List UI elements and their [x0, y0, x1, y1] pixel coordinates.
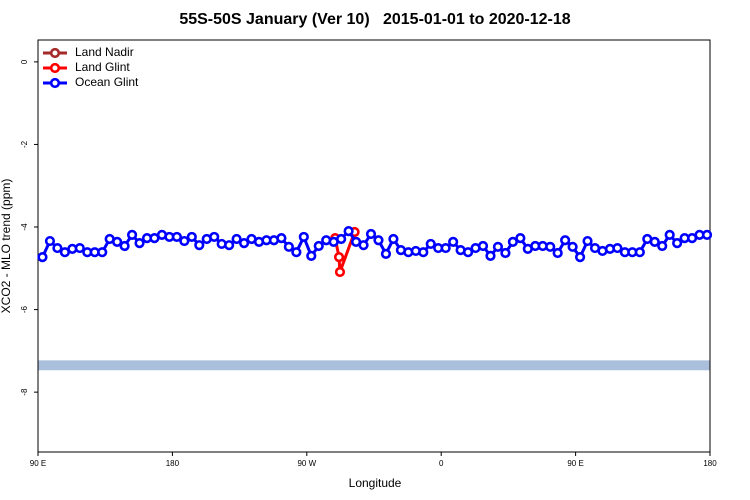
data-point	[567, 241, 578, 252]
x-tick-label: 0	[439, 459, 444, 468]
data-point	[112, 236, 123, 247]
y-axis-label: XCO2 - MLO trend (ppm)	[0, 179, 13, 314]
data-point	[74, 242, 85, 254]
data-point	[462, 247, 474, 258]
legend-marker	[49, 47, 61, 59]
plot-frame	[37, 39, 711, 453]
data-point	[186, 231, 197, 243]
data-point	[343, 226, 354, 237]
data-point	[612, 242, 623, 254]
data-point	[380, 248, 392, 259]
data-point	[291, 247, 302, 258]
legend-marker	[49, 77, 61, 89]
data-point	[224, 240, 235, 251]
data-point	[365, 228, 377, 240]
data-point	[52, 242, 63, 254]
data-point	[477, 240, 489, 252]
data-point	[373, 235, 384, 246]
data-point	[179, 235, 190, 247]
data-point	[500, 247, 511, 259]
y-tick-label: -8	[20, 388, 29, 396]
data-point	[231, 233, 242, 245]
y-tick-label: 0	[20, 59, 29, 64]
x-tick-label: 90 E	[30, 459, 46, 468]
legend-marker	[49, 62, 61, 74]
data-point	[485, 250, 496, 262]
data-point	[44, 235, 56, 247]
legend-label: Land Glint	[75, 60, 130, 74]
data-point	[701, 229, 713, 240]
data-point	[582, 235, 593, 247]
series-line	[333, 231, 356, 273]
data-point	[313, 240, 324, 252]
y-tick-label: -6	[20, 305, 29, 313]
data-point	[492, 241, 504, 252]
data-point	[388, 233, 399, 245]
x-tick-label: 90 W	[297, 459, 316, 468]
data-point	[209, 231, 220, 243]
data-point	[134, 238, 145, 249]
data-point	[574, 252, 586, 263]
data-point	[238, 238, 250, 249]
chart-title: 55S-50S January (Ver 10) 2015-01-01 to 2…	[179, 11, 570, 28]
x-tick-label: 90 E	[567, 459, 583, 468]
data-point	[126, 229, 138, 240]
data-point	[507, 236, 518, 247]
data-point	[545, 241, 556, 252]
data-point	[358, 240, 369, 251]
data-point	[515, 233, 526, 244]
y-tick-label: -4	[20, 223, 29, 231]
data-point	[634, 247, 645, 258]
data-point	[425, 238, 436, 250]
data-point	[306, 250, 317, 262]
data-point	[276, 233, 287, 244]
land-band	[38, 360, 710, 371]
data-point	[649, 236, 660, 247]
data-point	[664, 229, 675, 240]
data-point	[336, 233, 347, 245]
data-point	[334, 266, 346, 278]
data-point	[283, 241, 294, 252]
y-tick-label: -2	[20, 140, 29, 148]
data-point	[119, 240, 130, 252]
x-axis-label: Longitude	[349, 476, 402, 490]
x-tick-label: 180	[166, 459, 180, 468]
data-point	[672, 238, 683, 249]
data-point	[333, 252, 345, 263]
data-point	[298, 231, 309, 243]
data-point	[552, 247, 563, 259]
data-point	[418, 247, 429, 258]
legend-label: Land Nadir	[75, 45, 134, 59]
x-tick-label: 180	[703, 459, 717, 468]
data-point	[194, 240, 205, 251]
data-point	[97, 247, 108, 258]
data-point	[560, 235, 571, 246]
legend-label: Ocean Glint	[75, 75, 139, 89]
data-point	[171, 231, 182, 243]
data-point	[440, 242, 451, 254]
data-point	[657, 240, 668, 252]
data-point	[448, 236, 459, 247]
data-point	[37, 252, 48, 263]
